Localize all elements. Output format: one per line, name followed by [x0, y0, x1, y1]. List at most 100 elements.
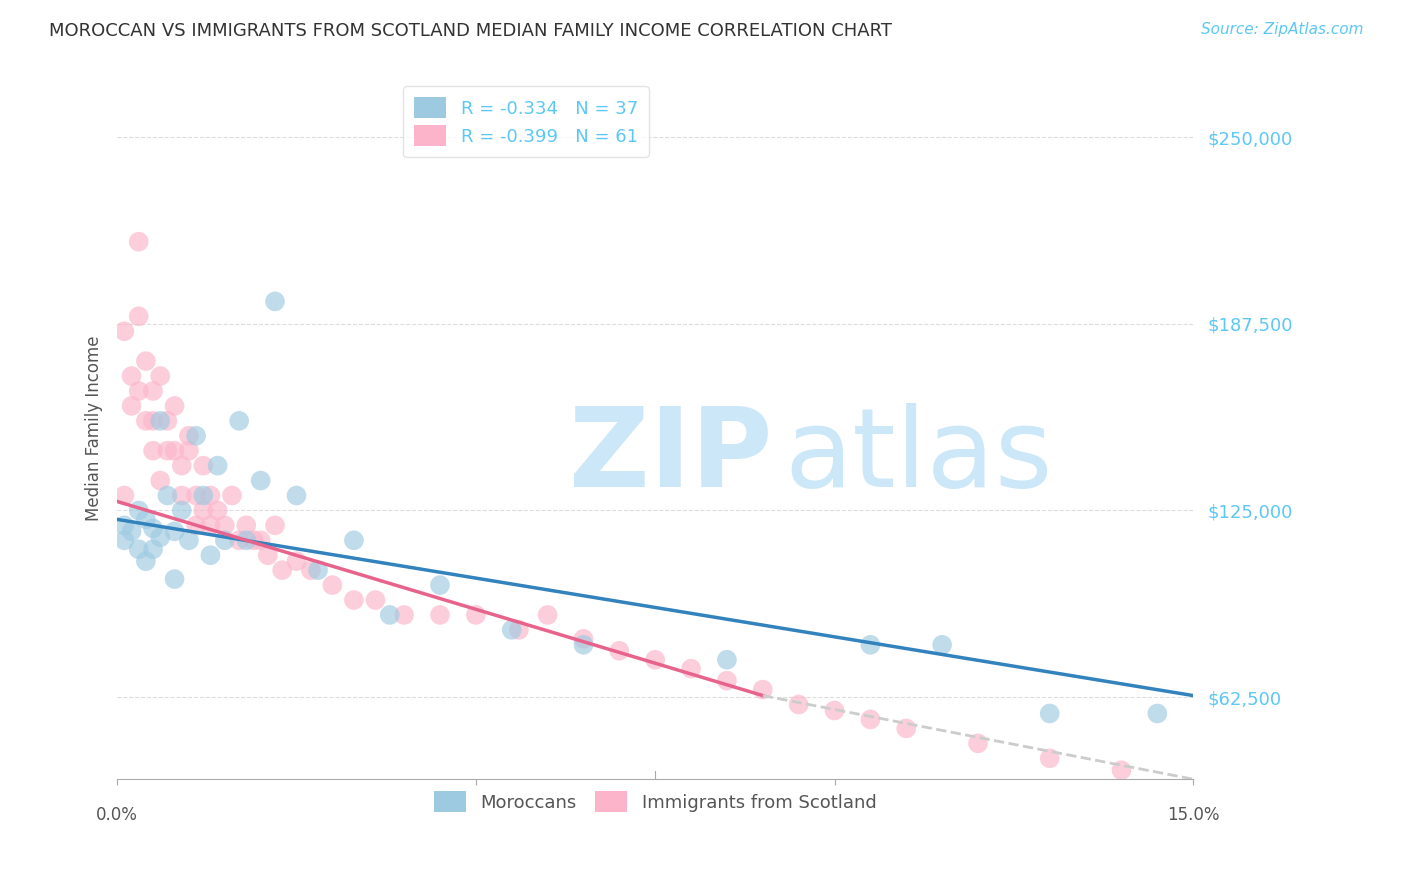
Y-axis label: Median Family Income: Median Family Income: [86, 335, 103, 521]
Point: [184, 488, 207, 502]
Point: [149, 369, 172, 384]
Point: [285, 488, 308, 502]
Point: [228, 533, 250, 548]
Point: [787, 698, 810, 712]
Point: [214, 518, 236, 533]
Point: [193, 488, 215, 502]
Point: [142, 443, 165, 458]
Point: [931, 638, 953, 652]
Point: [177, 443, 200, 458]
Point: [859, 713, 882, 727]
Point: [607, 644, 630, 658]
Point: [716, 653, 738, 667]
Point: [235, 533, 257, 548]
Point: [200, 518, 222, 533]
Point: [429, 578, 451, 592]
Point: [128, 235, 150, 249]
Point: [112, 488, 135, 502]
Point: [177, 533, 200, 548]
Point: [1039, 751, 1062, 765]
Point: [235, 518, 257, 533]
Point: [128, 310, 150, 324]
Point: [170, 488, 193, 502]
Point: [121, 399, 143, 413]
Point: [163, 572, 186, 586]
Point: [752, 682, 775, 697]
Point: [221, 488, 243, 502]
Point: [170, 458, 193, 473]
Point: [1146, 706, 1168, 721]
Point: [177, 429, 200, 443]
Point: [264, 518, 287, 533]
Point: [149, 530, 172, 544]
Point: [249, 533, 271, 548]
Point: [128, 542, 150, 557]
Point: [392, 607, 415, 622]
Point: [896, 722, 918, 736]
Point: [163, 524, 186, 539]
Point: [156, 414, 179, 428]
Text: 15.0%: 15.0%: [1167, 806, 1219, 824]
Point: [163, 399, 186, 413]
Point: [572, 638, 595, 652]
Point: [156, 443, 179, 458]
Point: [135, 554, 157, 568]
Point: [112, 533, 135, 548]
Point: [207, 458, 229, 473]
Point: [163, 443, 186, 458]
Point: [149, 474, 172, 488]
Point: [128, 384, 150, 398]
Point: [1111, 763, 1133, 777]
Point: [142, 542, 165, 557]
Point: [307, 563, 329, 577]
Point: [364, 593, 387, 607]
Point: [343, 593, 366, 607]
Point: [214, 533, 236, 548]
Point: [967, 736, 990, 750]
Point: [536, 607, 558, 622]
Point: [200, 548, 222, 562]
Point: [149, 414, 172, 428]
Legend: Moroccans, Immigrants from Scotland: Moroccans, Immigrants from Scotland: [426, 784, 884, 819]
Point: [343, 533, 366, 548]
Point: [378, 607, 401, 622]
Point: [1039, 706, 1062, 721]
Point: [142, 384, 165, 398]
Point: [207, 503, 229, 517]
Point: [121, 524, 143, 539]
Point: [135, 354, 157, 368]
Point: [464, 607, 486, 622]
Text: Source: ZipAtlas.com: Source: ZipAtlas.com: [1201, 22, 1364, 37]
Point: [193, 503, 215, 517]
Point: [135, 512, 157, 526]
Point: [121, 369, 143, 384]
Text: 0.0%: 0.0%: [96, 806, 138, 824]
Point: [321, 578, 343, 592]
Point: [644, 653, 666, 667]
Text: ZIP: ZIP: [569, 403, 772, 510]
Text: MOROCCAN VS IMMIGRANTS FROM SCOTLAND MEDIAN FAMILY INCOME CORRELATION CHART: MOROCCAN VS IMMIGRANTS FROM SCOTLAND MED…: [49, 22, 893, 40]
Point: [193, 458, 215, 473]
Point: [824, 704, 846, 718]
Point: [508, 623, 530, 637]
Point: [299, 563, 322, 577]
Point: [184, 429, 207, 443]
Point: [716, 673, 738, 688]
Point: [184, 518, 207, 533]
Point: [242, 533, 264, 548]
Point: [135, 414, 157, 428]
Point: [200, 488, 222, 502]
Point: [501, 623, 523, 637]
Point: [170, 503, 193, 517]
Point: [859, 638, 882, 652]
Point: [142, 414, 165, 428]
Point: [112, 324, 135, 338]
Point: [285, 554, 308, 568]
Point: [429, 607, 451, 622]
Point: [128, 503, 150, 517]
Point: [264, 294, 287, 309]
Point: [572, 632, 595, 646]
Point: [156, 488, 179, 502]
Point: [228, 414, 250, 428]
Point: [112, 518, 135, 533]
